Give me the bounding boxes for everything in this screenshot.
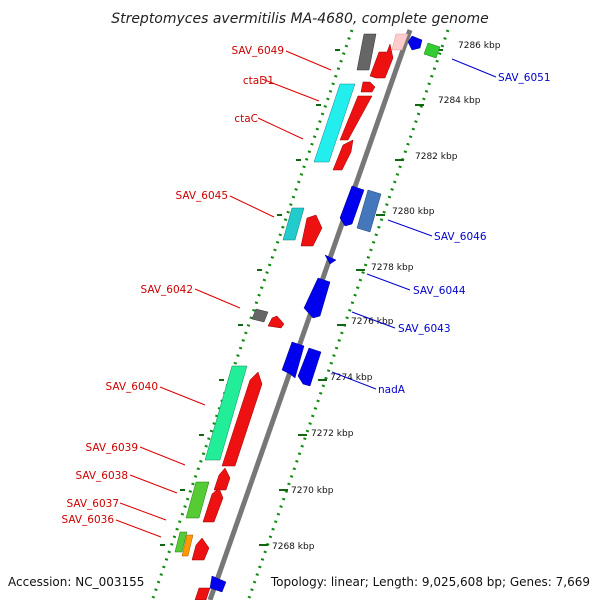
map-title: Streptomyces avermitilis MA-4680, comple… [111, 11, 489, 27]
gene-label-ctad1[interactable]: ctaD1 [243, 75, 274, 87]
tick-label: 7286 kbp [458, 41, 501, 51]
gene-label-sav-6043[interactable]: SAV_6043 [398, 323, 451, 335]
forward-genes [174, 33, 394, 600]
gene-sav-6043-feature[interactable] [303, 277, 331, 319]
reverse-gene-labels: SAV_6051 SAV_6046 SAV_6044 SAV_6043 nadA [378, 72, 551, 396]
gene-sav-6036b-feature[interactable] [191, 537, 210, 561]
tick-marks [160, 49, 443, 546]
tick-labels: 7286 kbp 7284 kbp 7282 kbp 7280 kbp 7278… [272, 41, 501, 552]
gene-sav-6045b-feature[interactable] [300, 214, 323, 247]
gene-nada-feature[interactable] [297, 347, 322, 387]
gene-sav-6049b-feature[interactable] [369, 43, 394, 79]
reverse-leader-lines [331, 58, 497, 390]
gene-sav-6046-feature[interactable] [356, 189, 382, 233]
gene-sav-6042b-feature[interactable] [267, 315, 285, 329]
tick-label: 7268 kbp [272, 542, 315, 552]
gene-ctad1-feature[interactable] [313, 83, 356, 163]
tick-label: 7280 kbp [392, 207, 435, 217]
gene-bottom-feature[interactable] [209, 575, 227, 593]
gene-label-sav-6046[interactable]: SAV_6046 [434, 231, 487, 243]
gene-sav-6036-feature[interactable] [181, 534, 194, 557]
accession-text: Accession: NC_003155 [8, 575, 144, 589]
gene-sav-6037-feature[interactable] [174, 531, 188, 553]
gene-label-sav-6045[interactable]: SAV_6045 [175, 190, 228, 202]
gene-sav-6050-feature[interactable] [407, 35, 423, 51]
gene-label-sav-6049[interactable]: SAV_6049 [231, 45, 284, 57]
gene-label-sav-6039[interactable]: SAV_6039 [85, 442, 138, 454]
tick-label: 7272 kbp [311, 429, 354, 439]
gene-ctac-feature[interactable] [332, 139, 354, 171]
forward-leader-lines [115, 50, 332, 538]
gene-sav-6045-feature[interactable] [282, 207, 305, 241]
gene-label-sav-6036[interactable]: SAV_6036 [61, 514, 114, 526]
gene-ctad1b-feature[interactable] [339, 95, 373, 141]
gene-sav-6051-feature[interactable] [423, 42, 441, 59]
gene-sav-6039-feature[interactable] [213, 467, 231, 491]
gene-label-sav-6051[interactable]: SAV_6051 [498, 72, 551, 84]
tick-label: 7282 kbp [415, 152, 458, 162]
gene-sav-6046a-feature[interactable] [339, 185, 365, 227]
tick-label: 7278 kbp [371, 263, 414, 273]
tick-label: 7270 kbp [291, 486, 334, 496]
gene-sav-6049-feature[interactable] [356, 33, 377, 71]
tick-label: 7274 kbp [330, 373, 373, 383]
gene-label-sav-6038[interactable]: SAV_6038 [75, 470, 128, 482]
gene-sav-6042-feature[interactable] [251, 308, 269, 323]
genome-summary-text: Topology: linear; Length: 9,025,608 bp; … [270, 575, 590, 589]
reverse-strand-guide [247, 29, 450, 599]
gene-sav-6040-feature[interactable] [204, 365, 248, 461]
gene-label-nada[interactable]: nadA [378, 384, 406, 396]
gene-partial-feature[interactable] [194, 587, 211, 600]
gene-label-sav-6040[interactable]: SAV_6040 [105, 381, 158, 393]
gene-label-sav-6037[interactable]: SAV_6037 [66, 498, 119, 510]
gene-sav-6044-feature[interactable] [324, 254, 337, 265]
gene-sav-6038b-feature[interactable] [202, 487, 224, 523]
tick-label: 7276 kbp [351, 317, 394, 327]
gene-pale-feature[interactable] [391, 33, 409, 51]
gene-sav-6038-feature[interactable] [185, 481, 210, 519]
gene-label-sav-6044[interactable]: SAV_6044 [413, 285, 466, 297]
gene-label-ctac[interactable]: ctaC [234, 113, 258, 125]
gene-nada-a-feature[interactable] [281, 341, 305, 379]
gene-sav-6040b-feature[interactable] [221, 371, 263, 467]
reverse-genes [209, 33, 441, 593]
gene-label-sav-6042[interactable]: SAV_6042 [140, 284, 193, 296]
forward-gene-labels: SAV_6049 ctaD1 ctaC SAV_6045 SAV_6042 SA… [61, 45, 284, 526]
gene-ctad1-arrow[interactable] [360, 81, 376, 93]
tick-label: 7284 kbp [438, 96, 481, 106]
